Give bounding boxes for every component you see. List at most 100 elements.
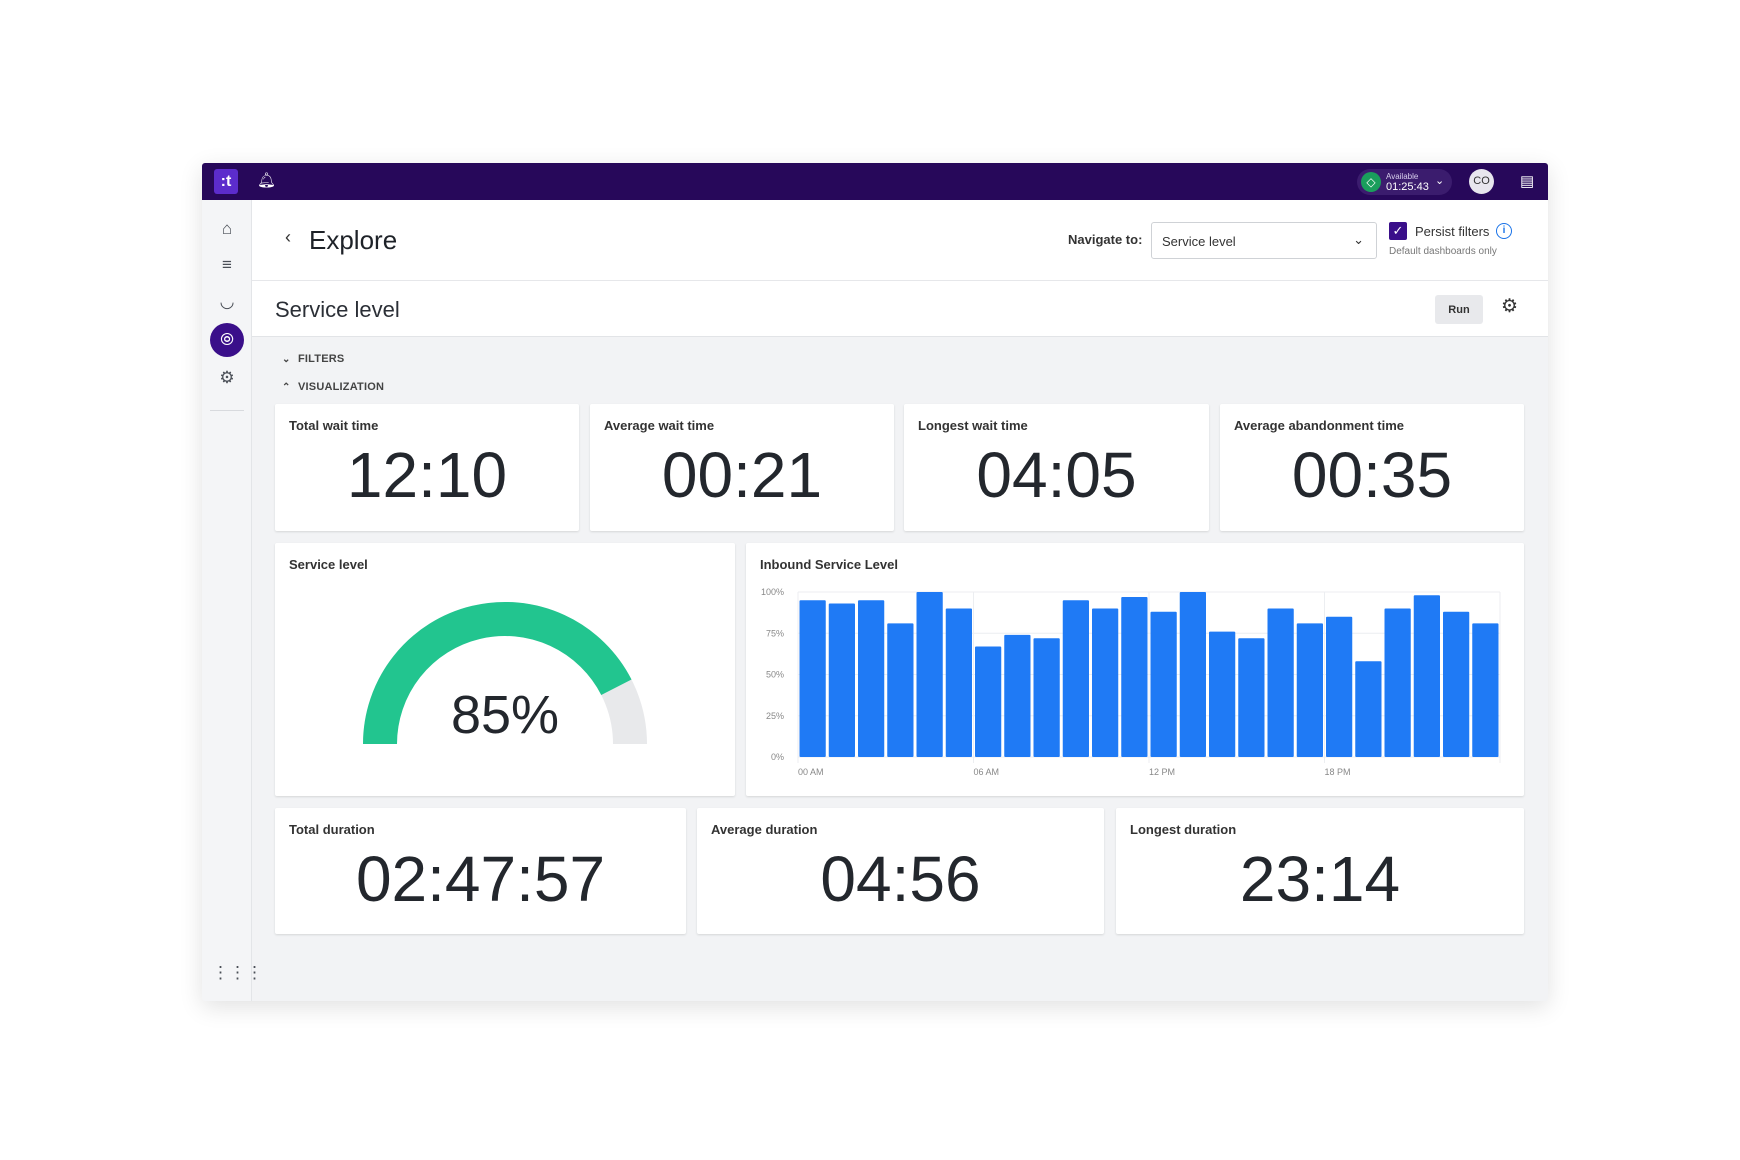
chart-title: Inbound Service Level — [760, 557, 898, 572]
status-timer: 01:25:43 — [1386, 181, 1429, 193]
bar — [799, 600, 826, 757]
back-chevron-icon[interactable]: ‹ — [285, 227, 291, 247]
gauge-svg: 85% — [363, 602, 647, 745]
run-button[interactable]: Run — [1435, 295, 1483, 324]
duration-label: Longest duration — [1130, 822, 1237, 837]
page-title: Explore — [309, 225, 398, 255]
visualization-toggle[interactable]: ⌃ VISUALIZATION — [282, 381, 384, 393]
duration-card: Average duration 04:56 — [697, 808, 1104, 934]
navigate-select[interactable]: Service level ⌄ — [1151, 222, 1377, 259]
kpi-label: Average wait time — [604, 418, 715, 433]
bar — [1326, 616, 1353, 757]
bar-chart: 0% 25% 50% 75% 100% 00 AM 06 AM 12 PM 18 PM — [761, 587, 1501, 777]
kpi-card: Average abandonment time 00:35 — [1220, 404, 1524, 531]
chevron-up-icon: ⌃ — [282, 382, 291, 393]
kpi-value: 12:10 — [346, 439, 508, 511]
report-title: Service level — [275, 297, 400, 322]
x-tick-label: 12 PM — [1149, 767, 1175, 777]
y-tick-label: 25% — [766, 711, 784, 721]
app-logo[interactable]: :t — [214, 169, 238, 194]
bar — [945, 608, 972, 757]
kpi-value: 00:35 — [1291, 439, 1453, 511]
kpi-value: 00:21 — [661, 439, 823, 511]
bell-icon[interactable]: 🔔︎ — [257, 172, 277, 189]
status-label: Available — [1386, 172, 1419, 181]
bar — [1033, 638, 1060, 757]
bar — [858, 600, 885, 757]
duration-value: 23:14 — [1239, 843, 1401, 915]
report-header: Service level Run ⚙ — [252, 281, 1548, 337]
kpi-card: Longest wait time 04:05 — [904, 404, 1209, 531]
app-window: :t 🔔︎ ◇ Available 01:25:43 ⌄ CO ▤ ⌂ ≡ ◡ … — [202, 163, 1548, 1001]
bar — [1150, 611, 1177, 757]
y-tick-label: 0% — [771, 752, 784, 762]
persist-filters-hint: Default dashboards only — [1389, 246, 1497, 257]
kpi-label: Total wait time — [289, 418, 379, 433]
duration-value: 04:56 — [820, 843, 981, 915]
gauge-value: 85% — [451, 685, 559, 745]
bar — [1355, 661, 1382, 757]
bar — [916, 592, 943, 757]
list-icon[interactable]: ≡ — [222, 255, 232, 274]
side-panel-icon[interactable]: ▤ — [1520, 173, 1535, 190]
sidebar: ⌂ ≡ ◡ ⦾ ⚙ ⋮⋮⋮ — [202, 200, 263, 1001]
kpi-value: 04:05 — [976, 439, 1137, 511]
bar — [1179, 592, 1206, 757]
duration-card: Longest duration 23:14 — [1116, 808, 1524, 934]
filters-toggle[interactable]: ⌄ FILTERS — [282, 353, 344, 365]
status-diamond-icon: ◇ — [1361, 172, 1381, 192]
avatar[interactable]: CO — [1469, 169, 1494, 194]
filters-label: FILTERS — [298, 353, 345, 365]
bar — [1062, 600, 1089, 757]
gear-icon[interactable]: ⚙ — [219, 368, 235, 387]
bar — [828, 603, 855, 757]
x-tick-label: 18 PM — [1325, 767, 1351, 777]
bar — [1413, 595, 1440, 757]
gauge-icon[interactable]: ◡ — [219, 292, 235, 311]
kpi-label: Longest wait time — [918, 418, 1028, 433]
persist-filters-label: Persist filters — [1415, 224, 1490, 239]
apps-grid-icon[interactable]: ⋮⋮⋮ — [212, 963, 263, 982]
bar — [1384, 608, 1411, 757]
bar — [1209, 631, 1236, 757]
chevron-down-icon: ⌄ — [282, 354, 291, 365]
sidebar-divider — [210, 410, 244, 411]
y-tick-label: 100% — [761, 587, 784, 597]
visualization-label: VISUALIZATION — [298, 381, 385, 393]
bar — [1296, 623, 1323, 757]
bar — [1092, 608, 1119, 757]
page-header: ‹ Explore Navigate to: Service level ⌄ ✓… — [252, 200, 1548, 281]
bar — [975, 646, 1002, 757]
chart-card: Inbound Service Level 0% 25% 50% 75% 100% 00 … — [746, 543, 1524, 796]
bar — [1121, 596, 1148, 757]
duration-label: Total duration — [289, 822, 375, 837]
bar — [1472, 623, 1499, 757]
gauge-card: Service level 85% — [275, 543, 735, 796]
duration-value: 02:47:57 — [355, 843, 606, 915]
x-tick-label: 06 AM — [974, 767, 1000, 777]
kpi-card: Average wait time 00:21 — [590, 404, 894, 531]
y-tick-label: 50% — [766, 670, 784, 680]
kpi-card: Total wait time 12:10 — [275, 404, 579, 531]
compass-icon[interactable]: ⦾ — [210, 323, 244, 357]
chevron-down-icon: ⌄ — [1435, 175, 1445, 187]
navigate-label: Navigate to: — [1068, 232, 1143, 247]
home-icon[interactable]: ⌂ — [221, 219, 233, 238]
bar — [1443, 611, 1470, 757]
top-bar: :t 🔔︎ ◇ Available 01:25:43 ⌄ CO ▤ — [202, 163, 1548, 200]
duration-card: Total duration 02:47:57 — [275, 808, 686, 934]
persist-filters-checkbox[interactable]: ✓ — [1389, 222, 1407, 240]
gauge-fill — [363, 602, 632, 745]
kpi-label: Average abandonment time — [1234, 418, 1405, 433]
chevron-down-icon: ⌄ — [1353, 232, 1364, 247]
settings-gear-icon[interactable]: ⚙ — [1501, 296, 1519, 317]
navigate-value: Service level — [1162, 234, 1236, 249]
bar — [1267, 608, 1294, 757]
x-tick-label: 00 AM — [798, 767, 824, 777]
bar — [1004, 634, 1031, 757]
status-selector[interactable]: ◇ Available 01:25:43 ⌄ — [1357, 169, 1452, 195]
gauge-label: Service level — [289, 557, 368, 572]
info-icon[interactable]: i — [1496, 223, 1512, 239]
y-tick-label: 75% — [766, 628, 784, 638]
duration-label: Average duration — [711, 822, 818, 837]
